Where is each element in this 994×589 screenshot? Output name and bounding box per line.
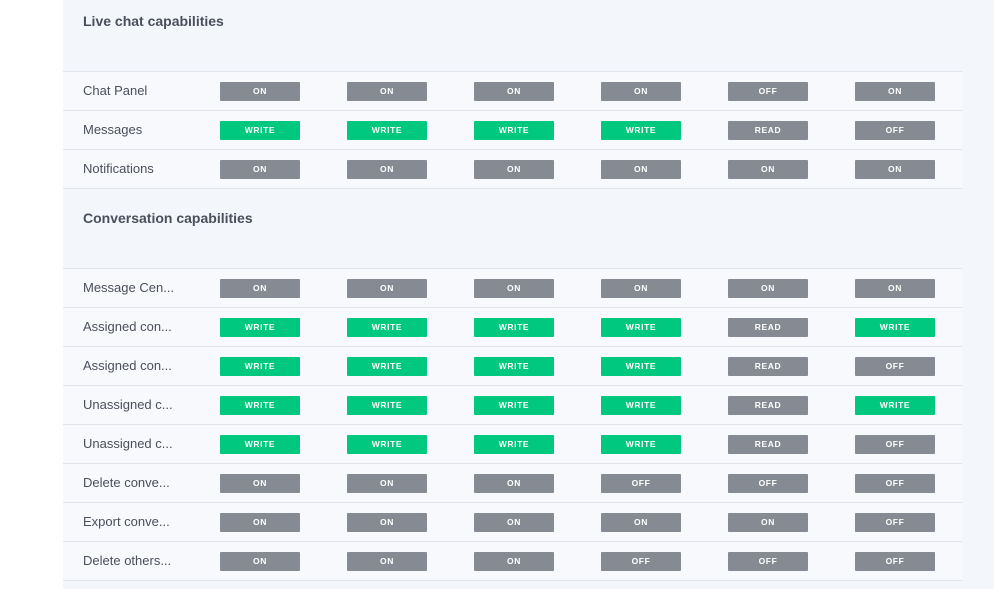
row-label: Delete conve... bbox=[83, 475, 170, 490]
row-label: Assigned con... bbox=[83, 358, 172, 373]
permission-toggle[interactable]: OFF bbox=[855, 513, 935, 532]
permission-toggle[interactable]: WRITE bbox=[474, 318, 554, 337]
permission-toggle[interactable]: WRITE bbox=[855, 318, 935, 337]
permission-toggle[interactable]: ON bbox=[474, 552, 554, 571]
table-row: Notifications ON ON ON ON ON ON bbox=[63, 149, 962, 189]
permission-toggle[interactable]: WRITE bbox=[601, 121, 681, 140]
permission-toggle[interactable]: WRITE bbox=[601, 435, 681, 454]
table-row: Delete conve... ON ON ON OFF OFF OFF bbox=[63, 463, 962, 502]
row-label: Assigned con... bbox=[83, 319, 172, 334]
table-row: Assigned con... WRITE WRITE WRITE WRITE … bbox=[63, 307, 962, 346]
row-label: Notifications bbox=[83, 161, 154, 176]
row-label: Message Cen... bbox=[83, 280, 175, 295]
permission-toggle[interactable]: WRITE bbox=[474, 357, 554, 376]
permission-toggle[interactable]: READ bbox=[728, 396, 808, 415]
section-title-live-chat: Live chat capabilities bbox=[83, 13, 224, 29]
permission-toggle[interactable]: WRITE bbox=[855, 396, 935, 415]
table-row: Chat Panel ON ON ON ON OFF ON bbox=[63, 71, 962, 110]
permission-toggle[interactable]: ON bbox=[728, 279, 808, 298]
permission-toggle[interactable]: WRITE bbox=[220, 435, 300, 454]
table-row: Messages WRITE WRITE WRITE WRITE READ OF… bbox=[63, 110, 962, 149]
permission-toggle[interactable]: OFF bbox=[728, 474, 808, 493]
permission-toggle[interactable]: OFF bbox=[855, 121, 935, 140]
permission-toggle[interactable]: READ bbox=[728, 121, 808, 140]
permission-toggle[interactable]: WRITE bbox=[347, 318, 427, 337]
permission-toggle[interactable]: ON bbox=[855, 160, 935, 179]
permission-toggle[interactable]: OFF bbox=[728, 552, 808, 571]
permission-toggle[interactable]: ON bbox=[601, 160, 681, 179]
permission-toggle[interactable]: ON bbox=[601, 279, 681, 298]
permission-toggle[interactable]: ON bbox=[474, 82, 554, 101]
row-label: Unassigned c... bbox=[83, 436, 173, 451]
permission-toggle[interactable]: ON bbox=[601, 82, 681, 101]
permission-toggle[interactable]: WRITE bbox=[601, 318, 681, 337]
permission-toggle[interactable]: ON bbox=[601, 513, 681, 532]
permission-toggle[interactable]: ON bbox=[474, 513, 554, 532]
permission-toggle[interactable]: ON bbox=[855, 279, 935, 298]
section-title-conversation: Conversation capabilities bbox=[83, 210, 253, 226]
permission-toggle[interactable]: ON bbox=[474, 474, 554, 493]
permission-toggle[interactable]: WRITE bbox=[601, 396, 681, 415]
permission-toggle[interactable]: OFF bbox=[601, 552, 681, 571]
table-row: Assigned con... WRITE WRITE WRITE WRITE … bbox=[63, 346, 962, 385]
permission-toggle[interactable]: WRITE bbox=[601, 357, 681, 376]
permission-toggle[interactable]: READ bbox=[728, 357, 808, 376]
permission-toggle[interactable]: WRITE bbox=[220, 318, 300, 337]
permission-toggle[interactable]: ON bbox=[220, 513, 300, 532]
permission-toggle[interactable]: ON bbox=[220, 160, 300, 179]
permission-toggle[interactable]: ON bbox=[347, 82, 427, 101]
permission-toggle[interactable]: OFF bbox=[855, 357, 935, 376]
permission-toggle[interactable]: READ bbox=[728, 435, 808, 454]
permission-toggle[interactable]: OFF bbox=[728, 82, 808, 101]
permission-toggle[interactable]: ON bbox=[474, 160, 554, 179]
row-label: Chat Panel bbox=[83, 83, 148, 98]
table-row: Export conve... ON ON ON ON ON OFF bbox=[63, 502, 962, 541]
permission-toggle[interactable]: OFF bbox=[855, 435, 935, 454]
table-row: Delete others... ON ON ON OFF OFF OFF bbox=[63, 541, 962, 581]
permission-toggle[interactable]: ON bbox=[220, 552, 300, 571]
row-label: Delete others... bbox=[83, 553, 172, 568]
permission-toggle[interactable]: ON bbox=[728, 513, 808, 532]
permission-toggle[interactable]: WRITE bbox=[474, 435, 554, 454]
permission-toggle[interactable]: WRITE bbox=[347, 396, 427, 415]
permission-toggle[interactable]: ON bbox=[220, 279, 300, 298]
permission-toggle[interactable]: WRITE bbox=[347, 435, 427, 454]
permission-toggle[interactable]: WRITE bbox=[474, 121, 554, 140]
permission-toggle[interactable]: READ bbox=[728, 318, 808, 337]
table-row: Unassigned c... WRITE WRITE WRITE WRITE … bbox=[63, 424, 962, 463]
permission-toggle[interactable]: ON bbox=[220, 474, 300, 493]
row-label: Unassigned c... bbox=[83, 397, 173, 412]
permission-toggle[interactable]: ON bbox=[855, 82, 935, 101]
row-label: Messages bbox=[83, 122, 143, 137]
permission-toggle[interactable]: WRITE bbox=[220, 121, 300, 140]
permission-toggle[interactable]: WRITE bbox=[347, 121, 427, 140]
permission-toggle[interactable]: ON bbox=[347, 279, 427, 298]
permission-toggle[interactable]: WRITE bbox=[220, 396, 300, 415]
permission-toggle[interactable]: WRITE bbox=[474, 396, 554, 415]
permission-toggle[interactable]: ON bbox=[347, 160, 427, 179]
permission-toggle[interactable]: OFF bbox=[601, 474, 681, 493]
table-row: Message Cen... ON ON ON ON ON ON bbox=[63, 268, 962, 307]
permission-toggle[interactable]: WRITE bbox=[347, 357, 427, 376]
permission-toggle[interactable]: ON bbox=[474, 279, 554, 298]
permission-toggle[interactable]: ON bbox=[728, 160, 808, 179]
permission-toggle[interactable]: ON bbox=[347, 513, 427, 532]
permission-toggle[interactable]: OFF bbox=[855, 552, 935, 571]
permission-toggle[interactable]: WRITE bbox=[220, 357, 300, 376]
permission-toggle[interactable]: ON bbox=[220, 82, 300, 101]
permission-toggle[interactable]: ON bbox=[347, 552, 427, 571]
row-label: Export conve... bbox=[83, 514, 170, 529]
table-row: Unassigned c... WRITE WRITE WRITE WRITE … bbox=[63, 385, 962, 424]
permission-toggle[interactable]: OFF bbox=[855, 474, 935, 493]
permission-toggle[interactable]: ON bbox=[347, 474, 427, 493]
